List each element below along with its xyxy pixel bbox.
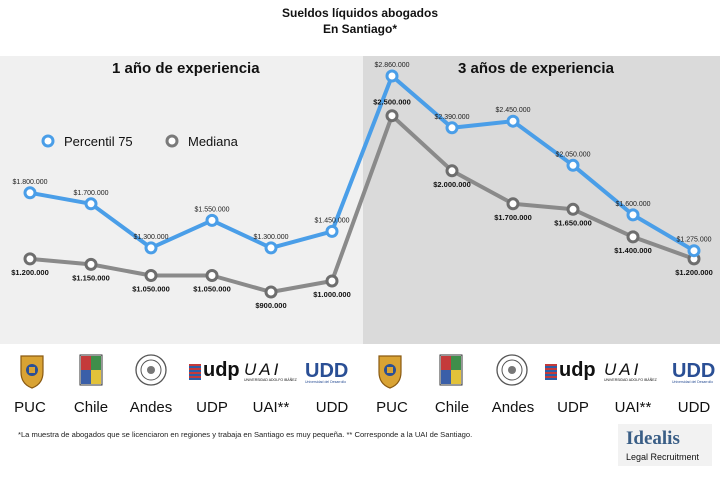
p75-value-label: $1.700.000 [73, 190, 108, 197]
median-value-label: $2.000.000 [433, 180, 471, 189]
median-value-label: $1.650.000 [554, 218, 592, 227]
p75-point [385, 69, 399, 83]
p75-point [23, 186, 37, 200]
legend-median-marker [165, 134, 179, 148]
p75-value-label: $1.550.000 [194, 206, 229, 213]
p75-point [445, 121, 459, 135]
brand-name: Idealis [626, 428, 680, 449]
median-point [84, 257, 98, 271]
median-point [506, 197, 520, 211]
udd-logo-icon: UDD Universidad del Desarrollo [305, 360, 349, 384]
p75-point [506, 114, 520, 128]
p75-value-label: $2.390.000 [434, 114, 469, 121]
uai-logo-icon: UAI UNIVERSIDAD ADOLFO IBÁÑEZ [244, 360, 297, 382]
median-point [144, 269, 158, 282]
median-value-label: $1.200.000 [675, 268, 713, 277]
median-point [325, 274, 339, 288]
chile-crest-icon [439, 354, 463, 386]
puc-crest-icon [378, 355, 402, 389]
median-value-label: $1.200.000 [11, 268, 49, 277]
chile-crest-icon [79, 354, 103, 386]
university-label: Andes [491, 399, 535, 416]
p75-value-label: $1.450.000 [314, 217, 349, 224]
p75-value-label: $2.450.000 [495, 107, 530, 114]
median-point [23, 252, 37, 266]
university-label: UAI** [614, 399, 652, 416]
legend-p75-label: Percentil 75 [64, 134, 133, 149]
panel-title-3-years: 3 años de experiencia [458, 60, 614, 77]
p75-point [566, 158, 580, 172]
andes-seal-icon [496, 354, 528, 386]
median-value-label: $1.400.000 [614, 246, 652, 255]
median-line [29, 113, 695, 294]
median-point [264, 285, 278, 299]
legend-median-label: Mediana [188, 134, 238, 149]
p75-point [205, 213, 219, 227]
median-point [566, 202, 580, 216]
p75-value-label: $1.800.000 [12, 179, 47, 186]
brand-tagline: Legal Recruitment [626, 452, 700, 462]
median-value-label: $1.700.000 [494, 213, 532, 222]
p75-point [325, 224, 339, 238]
university-label: UAI** [252, 399, 290, 416]
p75-point [626, 208, 640, 222]
p75-point [687, 244, 701, 258]
median-value-label: $1.000.000 [313, 290, 351, 299]
legend-p75-marker [41, 134, 55, 148]
p75-value-label: $2.050.000 [555, 151, 590, 158]
university-label: Andes [129, 399, 173, 416]
university-label: Chile [73, 399, 109, 416]
footnote: *La muestra de abogados que se licenciar… [18, 430, 473, 439]
university-label: PUC [14, 399, 46, 416]
udd-logo-icon: UDD Universidad del Desarrollo [672, 360, 716, 384]
p75-line [29, 74, 696, 253]
p75-point [264, 241, 278, 255]
university-label: Chile [434, 399, 470, 416]
uai-logo-icon: UAI UNIVERSIDAD ADOLFO IBÁÑEZ [604, 360, 657, 382]
p75-value-label: $1.275.000 [676, 237, 711, 244]
chart-subtitle: En Santiago* [322, 22, 397, 36]
puc-crest-icon [20, 355, 44, 389]
median-value-label: $900.000 [255, 301, 286, 310]
p75-value-label: $1.300.000 [133, 234, 168, 241]
panel-title-1-year: 1 año de experiencia [112, 60, 260, 77]
university-label: UDD [315, 399, 349, 416]
university-label: PUC [376, 399, 408, 416]
p75-point [84, 197, 98, 211]
median-value-label: $1.050.000 [132, 285, 170, 294]
median-point [385, 109, 399, 123]
university-label: UDD [677, 399, 711, 416]
p75-value-label: $1.600.000 [615, 201, 650, 208]
andes-seal-icon [135, 354, 167, 386]
median-point [626, 230, 640, 244]
median-point [205, 269, 219, 282]
median-value-label: $2.500.000 [373, 98, 411, 107]
university-label: UDP [196, 399, 228, 416]
p75-value-label: $2.860.000 [374, 62, 409, 69]
median-value-label: $1.150.000 [72, 273, 110, 282]
university-label: UDP [557, 399, 589, 416]
p75-value-label: $1.300.000 [253, 234, 288, 241]
p75-point [144, 241, 158, 255]
median-value-label: $1.050.000 [193, 285, 231, 294]
brand-logo: Idealis Legal Recruitment [618, 424, 712, 466]
median-point [445, 164, 459, 178]
chart-title: Sueldos líquidos abogados [281, 6, 438, 20]
